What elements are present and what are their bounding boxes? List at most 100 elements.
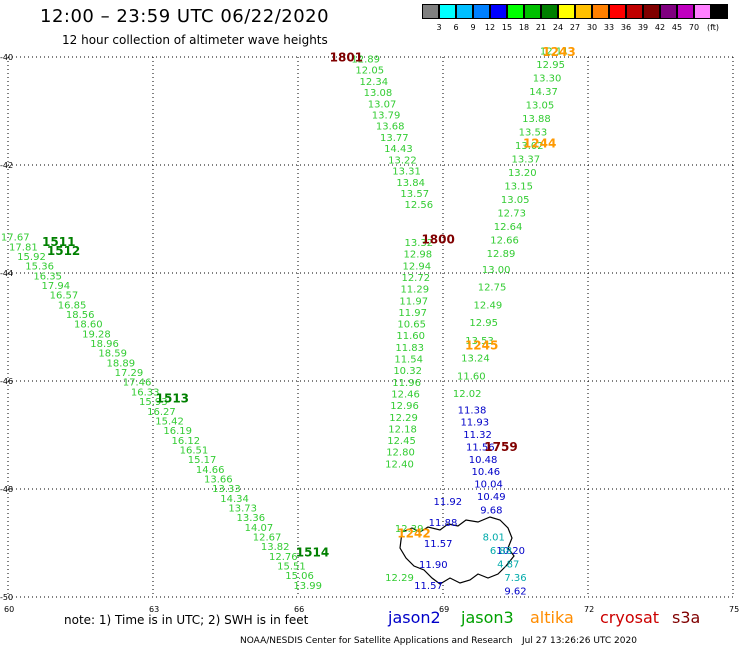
y-tick-label: -44 xyxy=(0,269,13,278)
data-label: 10.46 xyxy=(471,467,500,478)
data-label: 12.75 xyxy=(478,283,507,294)
data-label: 13.00 xyxy=(482,265,511,276)
data-label: 13.37 xyxy=(511,154,540,165)
data-label: 8.01 xyxy=(483,532,505,543)
data-label: 11.56 xyxy=(466,442,495,453)
legend-label: 33 xyxy=(603,23,615,32)
data-label: 12.96 xyxy=(390,401,419,412)
data-label: 13.36 xyxy=(236,513,265,524)
data-label: 19.28 xyxy=(82,329,111,340)
data-label: 13.77 xyxy=(380,133,409,144)
data-label: 11.32 xyxy=(463,430,492,441)
legend-label: 24 xyxy=(552,23,564,32)
data-label: 11.29 xyxy=(400,285,429,296)
data-label: 17.29 xyxy=(115,368,144,379)
legend-swatch xyxy=(592,4,609,19)
legend-label: 18 xyxy=(518,23,530,32)
pass-label: 1513 xyxy=(156,392,189,406)
data-label: 4.87 xyxy=(497,559,519,570)
legend-swatch xyxy=(490,4,507,19)
data-label: 15.17 xyxy=(188,455,217,466)
data-label: 12.73 xyxy=(497,208,526,219)
island-outline xyxy=(399,516,515,585)
data-label: 16.27 xyxy=(147,407,176,418)
data-label: 13.08 xyxy=(364,88,393,99)
data-label: 18.59 xyxy=(98,349,127,360)
legend-swatch xyxy=(694,4,711,19)
credit-text: NOAA/NESDIS Center for Satellite Applica… xyxy=(240,636,513,646)
pass-label: 1514 xyxy=(296,546,329,560)
legend-label: 6 xyxy=(453,23,459,32)
data-label: 11.93 xyxy=(460,418,489,429)
data-label: 13.22 xyxy=(388,155,417,166)
data-label: 12.67 xyxy=(253,533,282,544)
x-tick-label: 63 xyxy=(149,605,159,614)
legend-swatch xyxy=(507,4,524,19)
data-label: 12.40 xyxy=(385,459,414,470)
data-label: 10.32 xyxy=(393,366,422,377)
data-label: 6.88 xyxy=(490,546,512,557)
data-label: 13.33 xyxy=(212,484,241,495)
data-label: 12.98 xyxy=(403,250,432,261)
data-label: 11.57 xyxy=(414,581,443,592)
legend-label: 3 xyxy=(436,23,442,32)
timestamp-text: Jul 27 13:26:26 UTC 2020 xyxy=(522,636,637,646)
chart-subtitle: 12 hour collection of altimeter wave hei… xyxy=(62,33,328,47)
data-label: 11.60 xyxy=(396,331,425,342)
data-label: 11.92 xyxy=(434,497,463,508)
data-label: 9.68 xyxy=(480,505,502,516)
legend-swatch xyxy=(439,4,456,19)
legend-label: 21 xyxy=(535,23,547,32)
y-tick-label: -40 xyxy=(0,53,13,62)
y-tick-label: -46 xyxy=(0,377,13,386)
legend-swatch xyxy=(541,4,558,19)
data-label: 12.49 xyxy=(474,300,503,311)
legend-swatch xyxy=(677,4,694,19)
pass-label: 1244 xyxy=(523,137,556,151)
data-label: 15.42 xyxy=(155,416,184,427)
data-label: 12.95 xyxy=(469,318,498,329)
data-label: 11.90 xyxy=(419,560,448,571)
data-label: 16.85 xyxy=(58,300,87,311)
data-label: 13.82 xyxy=(261,542,290,553)
data-label: 17.46 xyxy=(123,378,152,389)
data-label: 15.93 xyxy=(139,397,168,408)
legend-swatch xyxy=(558,4,575,19)
data-label: 12.56 xyxy=(405,200,434,211)
legend-label: 12 xyxy=(484,23,496,32)
legend-label: (ft) xyxy=(706,23,720,32)
data-label: 18.96 xyxy=(90,339,119,350)
data-label: 13.30 xyxy=(533,73,562,84)
data-label: 18.89 xyxy=(107,358,136,369)
data-label: 12.94 xyxy=(402,261,431,272)
legend-swatch xyxy=(643,4,660,19)
data-label: 11.97 xyxy=(398,308,427,319)
legend-label: 45 xyxy=(671,23,683,32)
data-label: 9.62 xyxy=(504,586,526,597)
legend-swatch xyxy=(575,4,592,19)
data-label: 17.94 xyxy=(42,281,71,292)
x-tick-label: 75 xyxy=(729,605,739,614)
data-label: 17.81 xyxy=(9,242,38,253)
data-label: 11.54 xyxy=(394,355,423,366)
data-label: 16.35 xyxy=(33,271,62,282)
y-tick-label: -50 xyxy=(0,593,13,602)
data-label: 14.66 xyxy=(196,465,225,476)
data-label: 12.39 xyxy=(395,524,424,535)
data-label: 12.02 xyxy=(453,389,482,400)
legend-label: 30 xyxy=(586,23,598,32)
data-label: 13.84 xyxy=(396,178,425,189)
data-label: 13.88 xyxy=(522,114,551,125)
data-label: 13.20 xyxy=(508,168,537,179)
y-tick-label: -42 xyxy=(0,161,13,170)
data-label: 16.33 xyxy=(131,387,160,398)
data-label: 14.34 xyxy=(220,494,249,505)
data-label: 12.66 xyxy=(490,235,519,246)
data-label: 10.04 xyxy=(474,479,503,490)
data-label: 13.68 xyxy=(376,122,405,133)
data-label: 10.65 xyxy=(397,320,426,331)
legend-swatch xyxy=(660,4,677,19)
legend-swatch xyxy=(626,4,643,19)
data-label: 11.38 xyxy=(458,405,487,416)
data-label: 13.07 xyxy=(368,99,397,110)
